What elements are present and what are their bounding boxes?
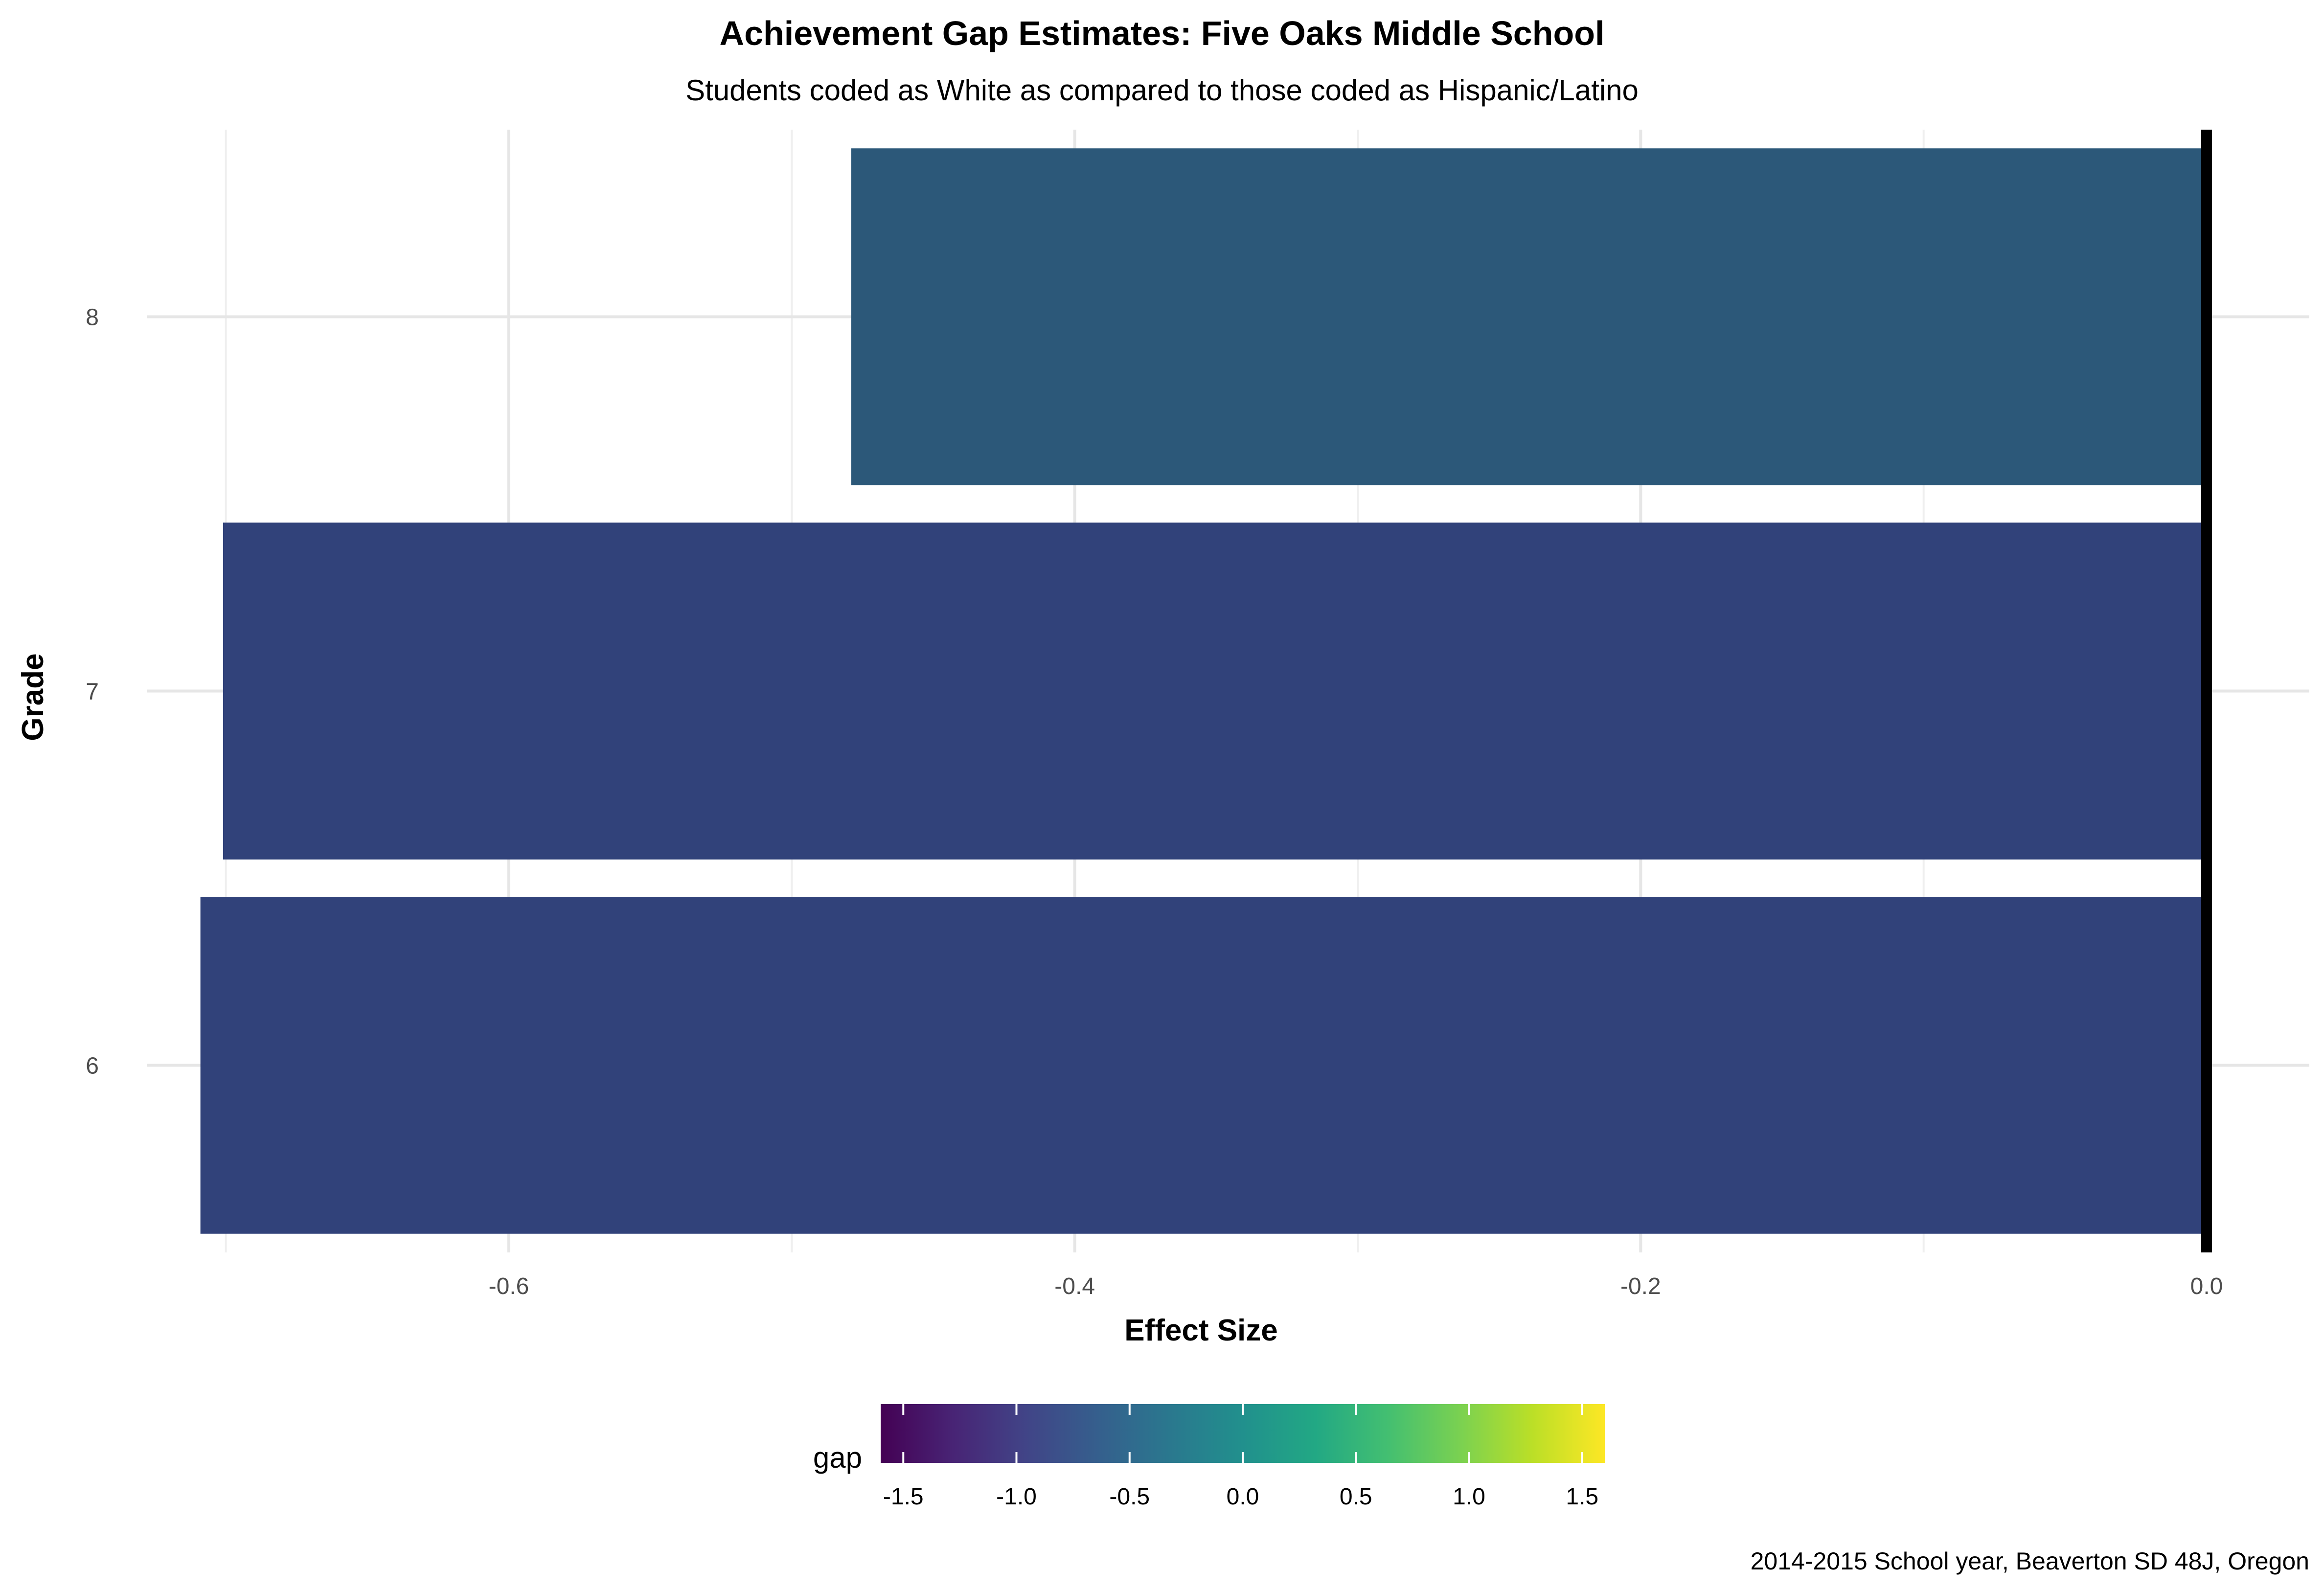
y-axis-label: Grade [16, 653, 50, 741]
bar-grade-7 [223, 522, 2207, 860]
legend-tick-label: -1.5 [883, 1484, 924, 1510]
legend-tick-label: 0.0 [1227, 1484, 1259, 1510]
chart-subtitle: Students coded as White as compared to t… [685, 74, 1639, 107]
x-tick-label: -0.6 [489, 1273, 529, 1299]
bar-grade-6 [200, 897, 2207, 1234]
legend-tick-label: 1.5 [1566, 1484, 1598, 1510]
y-axis-ticks: 6 7 8 [86, 305, 99, 1079]
legend-tick-label: 1.0 [1453, 1484, 1485, 1510]
x-tick-label: 0.0 [2190, 1273, 2223, 1299]
x-tick-label: -0.4 [1054, 1273, 1095, 1299]
y-tick-label: 8 [86, 305, 99, 331]
legend-title: gap [813, 1441, 862, 1474]
y-tick-label: 6 [86, 1053, 99, 1079]
y-tick-label: 7 [86, 679, 99, 705]
bars [200, 148, 2207, 1234]
x-axis-label: Effect Size [1124, 1314, 1278, 1347]
legend: gap -1.5 -1.0 -0.5 0.0 0.5 1.0 1.5 [813, 1404, 1605, 1510]
chart-title: Achievement Gap Estimates: Five Oaks Mid… [720, 14, 1605, 52]
legend-tick-label: 0.5 [1340, 1484, 1372, 1510]
chart-caption: 2014-2015 School year, Beaverton SD 48J,… [1751, 1547, 2309, 1575]
x-axis-ticks: -0.6 -0.4 -0.2 0.0 [489, 1273, 2223, 1299]
bar-grade-8 [851, 148, 2207, 485]
legend-ticks: -1.5 -1.0 -0.5 0.0 0.5 1.0 1.5 [883, 1404, 1598, 1510]
legend-tick-label: -0.5 [1109, 1484, 1150, 1510]
x-tick-label: -0.2 [1620, 1273, 1661, 1299]
legend-tick-label: -1.0 [996, 1484, 1037, 1510]
